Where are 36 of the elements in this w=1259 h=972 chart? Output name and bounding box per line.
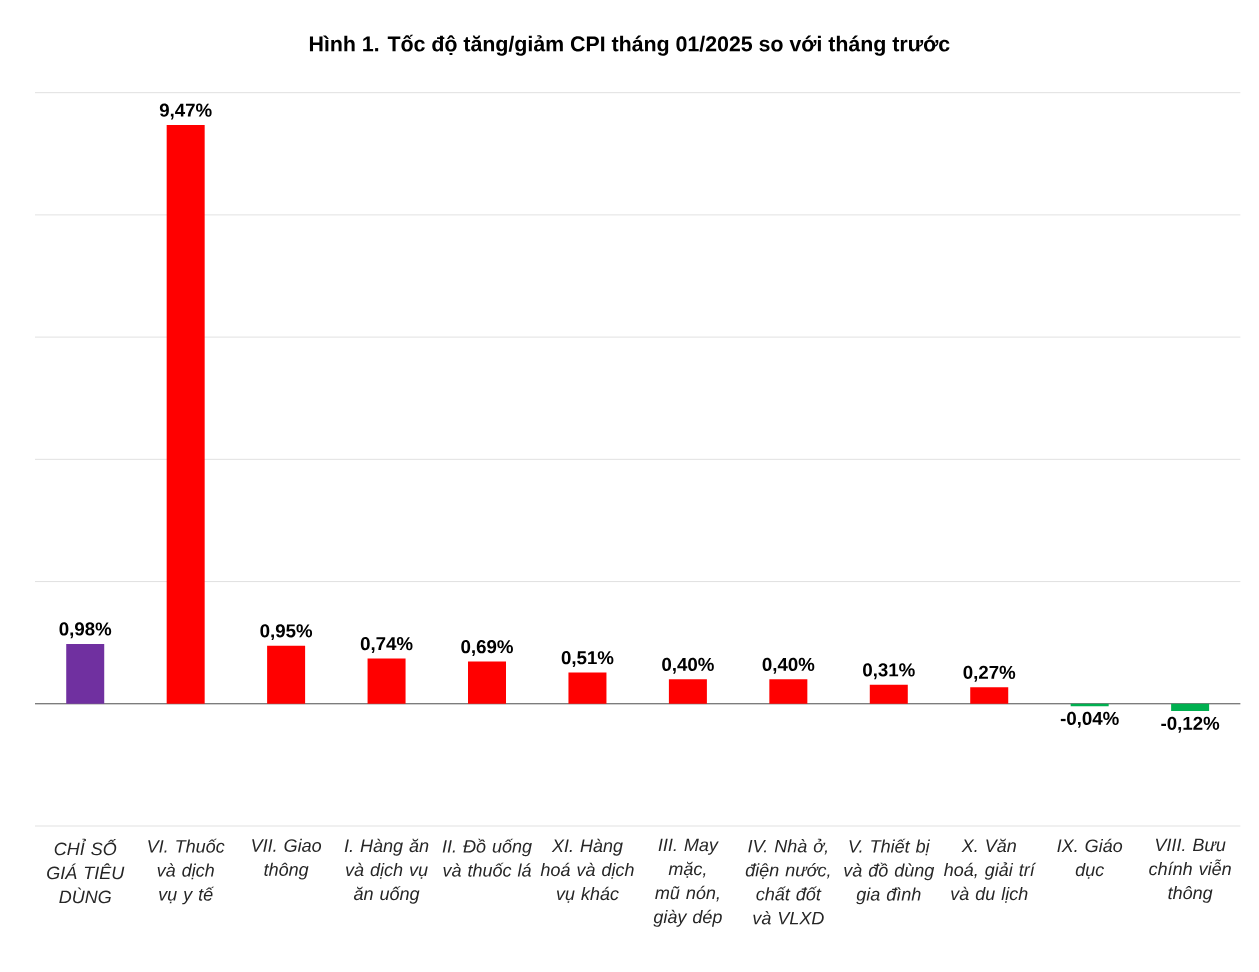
x-tick-label: IV. Nhà ở, điện nước, chất đốt và VLXD xyxy=(745,838,830,925)
bar xyxy=(267,645,306,704)
bar xyxy=(468,661,507,704)
data-label: 9,47% xyxy=(159,103,212,120)
bar xyxy=(769,679,808,704)
x-tick-label: IX. Giáo dục xyxy=(1057,838,1123,879)
chart-title: Hình 1. Tốc độ tăng/giảm CPI tháng 01/2025 so với tháng trước xyxy=(309,34,950,56)
data-label: 0,95% xyxy=(260,624,313,641)
x-tick-label: V. Thiết bị và đồ dùng gia đình xyxy=(844,838,935,905)
data-label: 0,31% xyxy=(863,663,915,680)
x-tick-label: CHỈ SỐ GIÁ TIÊU DÙNG xyxy=(47,838,125,904)
bar xyxy=(568,672,607,704)
data-label: -0,04% xyxy=(1060,711,1119,728)
x-tick-label: I. Hàng ăn và dịch vụ ăn uống xyxy=(344,838,429,904)
data-label: 0,74% xyxy=(360,637,413,653)
x-tick-label: VII. Giao thông xyxy=(252,838,322,880)
data-label: 0,40% xyxy=(762,657,815,674)
data-label: 0,69% xyxy=(461,640,513,657)
bar xyxy=(1171,703,1210,712)
x-tick-label: XI. Hàng hoá và dịch vụ khác xyxy=(540,838,634,903)
bar xyxy=(970,687,1009,704)
data-label: -0,12% xyxy=(1161,716,1220,733)
data-label: 0,51% xyxy=(561,651,614,668)
x-tick-label: II. Đồ uống và thuốc lá xyxy=(442,838,532,877)
bar xyxy=(668,679,707,704)
bar xyxy=(367,658,406,704)
bar xyxy=(66,643,105,704)
data-label: 0,98% xyxy=(59,622,112,639)
x-tick-label: III. May mặc, mũ nón, giày dép xyxy=(653,838,722,927)
x-tick-label: VI. Thuốc và dịch vụ y tế xyxy=(148,838,225,905)
data-label: 0,40% xyxy=(662,657,714,674)
bar xyxy=(869,684,908,704)
bar xyxy=(166,125,205,704)
data-label: 0,27% xyxy=(963,665,1016,682)
x-tick-label: X. Văn hoá, giải trí và du lịch xyxy=(944,838,1037,903)
x-tick-label: VIII. Bưu chính viễn thông xyxy=(1149,838,1231,903)
